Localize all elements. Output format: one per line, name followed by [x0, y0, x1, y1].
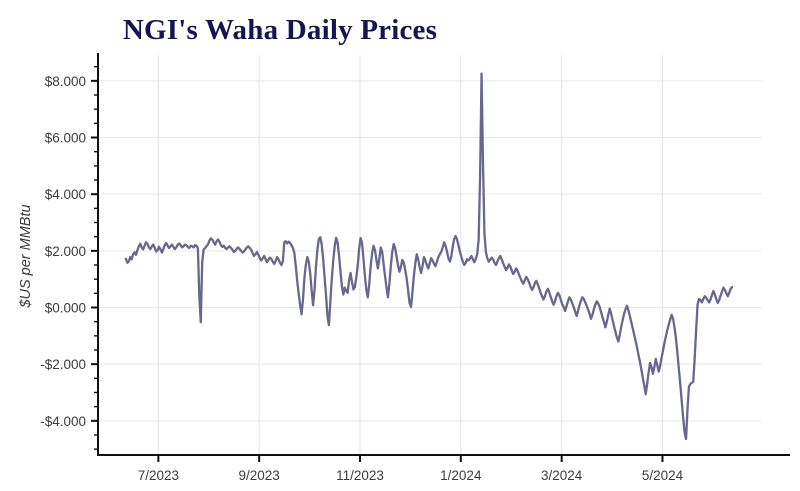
x-tick-label: 1/2024 — [440, 468, 482, 483]
data-series-group — [124, 72, 734, 441]
y-tick-label: $0.000 — [45, 301, 86, 316]
axis-lines — [97, 53, 790, 456]
y-tick-label: $8.000 — [45, 74, 86, 89]
y-tick-label: $2.000 — [45, 244, 86, 259]
vertical-gridlines — [157, 55, 663, 455]
y-tick-label: $6.000 — [45, 131, 86, 146]
series-line-1 — [124, 72, 734, 441]
y-axis-ticks — [91, 65, 98, 450]
x-tick-label: 9/2023 — [239, 468, 280, 483]
chart-title: NGI's Waha Daily Prices — [122, 14, 438, 46]
y-tick-label: -$2.000 — [40, 357, 86, 372]
x-tick-label: 5/2024 — [642, 468, 684, 483]
x-axis-ticks — [157, 455, 664, 462]
y-tick-label: -$4.000 — [40, 414, 86, 429]
y-axis-tick-labels: $8.000 $6.000 $4.000 $2.000 $0.000 -$2.000 -$4… — [40, 74, 86, 429]
x-tick-label: 11/2023 — [336, 468, 384, 483]
x-tick-label: 3/2024 — [541, 468, 583, 483]
x-axis-tick-labels: 7/2023 9/2023 11/2023 1/2024 3/2024 5/2024 — [138, 468, 684, 483]
y-tick-label: $4.000 — [45, 187, 86, 202]
x-tick-label: 7/2023 — [138, 468, 179, 483]
